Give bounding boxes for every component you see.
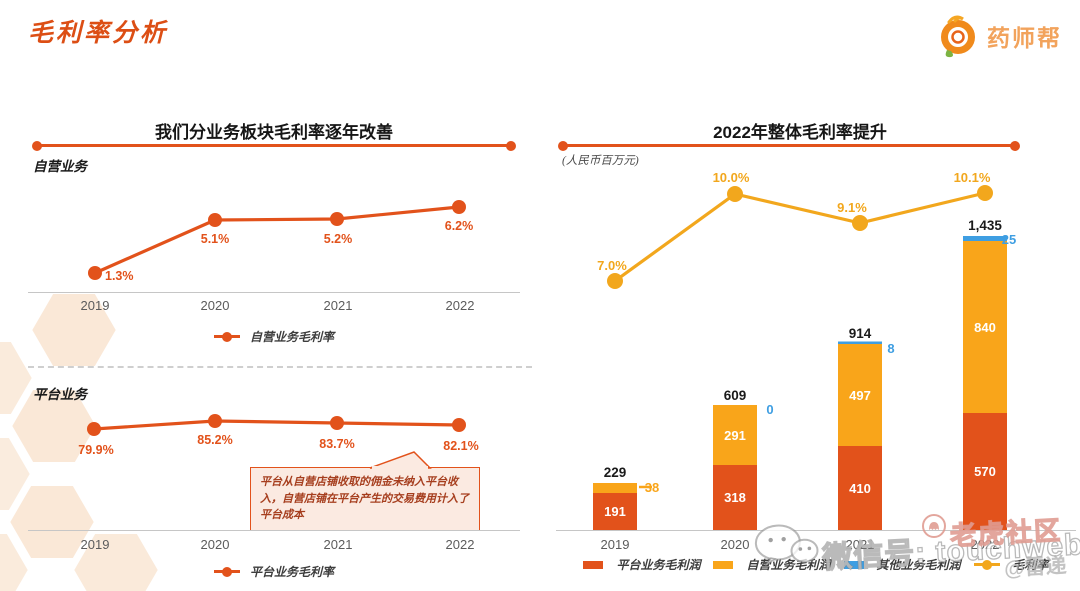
- value-label: 85.2%: [197, 433, 233, 447]
- page-title: 毛利率分析: [28, 20, 169, 47]
- x-axis: [28, 530, 520, 531]
- rate-line-marker-icon: [973, 563, 1000, 566]
- x-tick-label: 2022: [445, 537, 475, 552]
- value-label: 82.1%: [443, 439, 479, 453]
- value-label: 1.3%: [105, 269, 134, 283]
- platform-legend: 平台业务毛利率: [28, 563, 520, 580]
- x-tick-label: 2019: [80, 298, 110, 313]
- brand-logo-icon: [941, 15, 975, 58]
- bar-2022: [963, 236, 1007, 530]
- rate-label: 7.0%: [597, 258, 627, 273]
- x-tick-label: 2021: [323, 298, 353, 313]
- side-label-other: 0: [766, 402, 774, 417]
- line-marker-icon: [213, 570, 240, 573]
- platform-callout: 平台从自营店铺收取的佣金未纳入平台收入，自营店铺在平台产生的交易费用计入了平台成…: [250, 467, 480, 531]
- value-label: 6.2%: [444, 219, 474, 233]
- platform-section-label: 平台业务: [33, 387, 87, 402]
- combo-chart: [593, 185, 1007, 530]
- segment-label-platform: 318: [724, 490, 746, 505]
- x-tick-label: 2020: [720, 537, 750, 552]
- self-operated-section-label: 自营业务: [33, 159, 87, 174]
- legend-label: 毛利率: [1012, 558, 1049, 572]
- side-label-self: 38: [644, 480, 660, 495]
- value-label: 5.2%: [323, 232, 353, 246]
- bar-2021: [838, 341, 882, 530]
- bar-total-label: 914: [848, 326, 872, 341]
- rate-label: 9.1%: [837, 200, 867, 215]
- value-label: 79.9%: [78, 443, 114, 457]
- hexagon-background: [0, 290, 163, 591]
- legend-label: 其他业务毛利润: [876, 558, 961, 572]
- segment-label-platform: 191: [604, 504, 626, 519]
- segment-label-self: 291: [724, 428, 746, 443]
- section-divider: [28, 366, 532, 368]
- segment-label-self: 497: [849, 388, 871, 403]
- rate-label: 10.1%: [953, 170, 991, 185]
- bar-total-label: 229: [603, 465, 627, 480]
- line-markers: [607, 185, 993, 289]
- right-panel-title: 2022年整体毛利率提升: [713, 123, 887, 142]
- x-tick-label: 2020: [200, 298, 230, 313]
- value-label: 83.7%: [319, 437, 355, 451]
- right-panel-separator: [558, 140, 1020, 151]
- segment-label-self: 840: [974, 320, 996, 335]
- left-panel-title: 我们分业务板块毛利率逐年改善: [155, 123, 393, 142]
- legend-label: 自营业务毛利润: [746, 558, 831, 572]
- value-label: 5.1%: [200, 232, 230, 246]
- side-label-other: 8: [887, 341, 895, 356]
- left-panel-separator: [32, 140, 516, 151]
- combo-chart-legend: 平台业务毛利润 自营业务毛利润 其他业务毛利润 毛利率: [556, 556, 1076, 573]
- x-tick-label: 2021: [323, 537, 353, 552]
- bar-total-label: 609: [723, 388, 747, 403]
- x-tick-label: 2021: [845, 537, 875, 552]
- brand-logo: 药师帮: [935, 12, 1062, 60]
- segment-label-platform: 410: [849, 481, 871, 496]
- side-label-other: 25: [1001, 232, 1017, 247]
- line-marker-icon: [213, 335, 240, 338]
- x-tick-label: 2020: [200, 537, 230, 552]
- platform-line-chart: [87, 414, 466, 436]
- x-tick-label: 2019: [80, 537, 110, 552]
- self-swatch-icon: [713, 560, 734, 569]
- x-tick-label: 2019: [600, 537, 630, 552]
- self-operated-line-chart: [88, 200, 466, 280]
- x-axis: [28, 292, 520, 293]
- legend-label: 平台业务毛利率: [249, 565, 334, 579]
- legend-label: 平台业务毛利润: [616, 558, 701, 572]
- callout-pointer: [369, 451, 432, 469]
- segment-label-platform: 570: [974, 464, 996, 479]
- x-tick-label: 2022: [970, 537, 1000, 552]
- bar-2020: [713, 405, 757, 530]
- unit-note: (人民币百万元): [562, 155, 639, 167]
- rate-label: 10.0%: [712, 170, 750, 185]
- legend-label: 自营业务毛利率: [249, 330, 334, 344]
- x-tick-label: 2022: [445, 298, 475, 313]
- self-operated-legend: 自营业务毛利率: [28, 328, 520, 345]
- bar-2019: [593, 483, 652, 530]
- bar-total-label: 1,435: [968, 218, 1002, 233]
- brand-logo-text: 药师帮: [987, 25, 1062, 51]
- x-axis: [556, 530, 1076, 531]
- other-swatch-icon: [843, 560, 864, 569]
- platform-swatch-icon: [583, 560, 604, 569]
